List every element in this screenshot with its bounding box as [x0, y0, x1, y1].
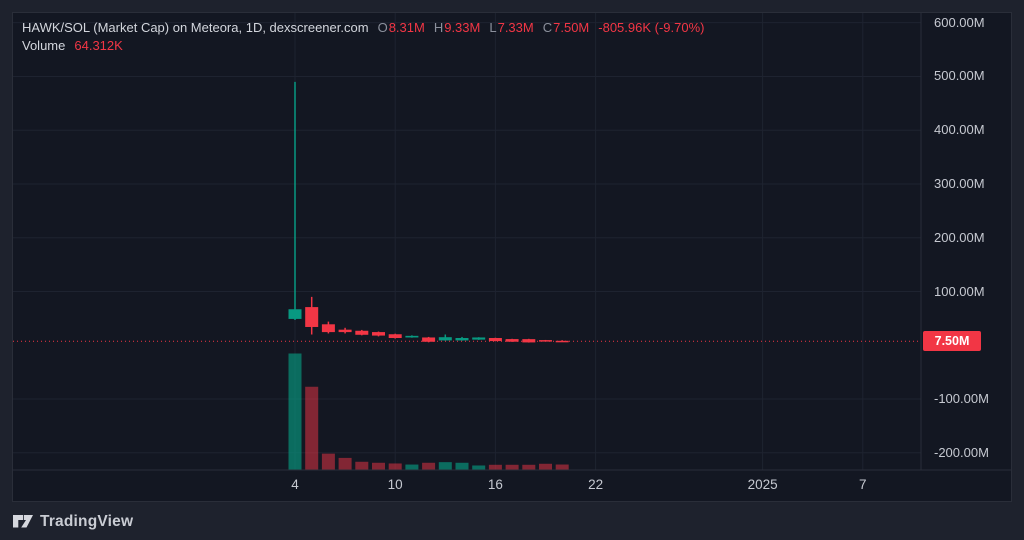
price-tick-label: 200.00M — [934, 229, 985, 245]
price-tick-label: 400.00M — [934, 122, 985, 138]
high-value: 9.33M — [444, 20, 481, 35]
volume-bar — [455, 462, 469, 470]
candle-body — [455, 338, 469, 341]
volume-bar — [539, 463, 552, 470]
legend-volume-row: Volume 64.312K — [22, 37, 705, 55]
volume-label: Volume — [22, 38, 66, 53]
low-label: L — [489, 20, 497, 35]
candle-body — [388, 334, 402, 339]
volume-bar — [422, 462, 436, 470]
tradingview-logo-icon[interactable] — [13, 514, 33, 531]
volume-bar — [472, 465, 486, 470]
candle-body — [355, 330, 369, 335]
volume-bar — [505, 464, 519, 470]
change-value: -805.96K (-9.70%) — [598, 20, 705, 35]
volume-bar — [555, 464, 569, 470]
volume-bar — [488, 464, 502, 470]
volume-bar — [305, 386, 319, 470]
candle-body — [555, 340, 569, 343]
chart-widget: HAWK/SOL (Market Cap) on Meteora, 1D, de… — [12, 12, 1012, 502]
candle-body — [522, 339, 536, 343]
candle-body — [505, 339, 519, 342]
ohlc-open: O8.31M — [378, 19, 425, 37]
symbol-title: HAWK/SOL (Market Cap) on Meteora, 1D, de… — [22, 20, 369, 35]
ohlc-high: H9.33M — [434, 19, 481, 37]
ohlc-close: C7.50M — [543, 19, 590, 37]
time-tick-label: 16 — [487, 477, 503, 492]
legend-title-row: HAWK/SOL (Market Cap) on Meteora, 1D, de… — [22, 19, 705, 37]
candle-body — [405, 335, 419, 338]
volume-value: 64.312K — [74, 38, 123, 53]
price-tick-label: 100.00M — [934, 283, 985, 299]
volume-bar — [388, 463, 402, 470]
volume-bar — [438, 462, 452, 470]
volume-bar — [338, 457, 352, 470]
price-tick-label: -100.00M — [934, 391, 989, 407]
price-tick-label: -200.00M — [934, 444, 989, 460]
volume-bar — [372, 462, 385, 470]
candle-body — [321, 324, 335, 333]
close-label: C — [542, 20, 553, 35]
time-tick-label: 2025 — [747, 477, 778, 492]
candle-body — [472, 337, 486, 340]
high-label: H — [433, 20, 444, 35]
time-tick-label: 22 — [588, 477, 604, 492]
low-value: 7.33M — [497, 20, 534, 35]
time-tick-label: 7 — [859, 477, 867, 492]
price-volume-chart[interactable] — [13, 13, 1011, 501]
price-tick-label: 600.00M — [934, 14, 985, 30]
candle-body — [488, 338, 502, 342]
price-axis[interactable]: 7.50M 600.00M 500.00M 400.00M 300.00M 200.00… — [921, 13, 1012, 470]
open-label: O — [377, 20, 388, 35]
volume-bar — [288, 353, 302, 470]
time-axis[interactable]: 4 10 16 22 2025 7 — [13, 470, 1011, 501]
close-value: 7.50M — [553, 20, 590, 35]
candle-body — [372, 332, 385, 336]
current-price-badge: 7.50M — [923, 331, 981, 352]
volume-bar — [321, 453, 335, 470]
time-tick-label: 4 — [291, 477, 299, 492]
price-tick-label: 300.00M — [934, 175, 985, 191]
candle-body — [422, 337, 436, 342]
candle-body — [338, 329, 352, 333]
candle-body — [305, 307, 319, 327]
chart-legend: HAWK/SOL (Market Cap) on Meteora, 1D, de… — [22, 19, 705, 55]
volume-bar — [405, 464, 419, 470]
ohlc-low: L7.33M — [489, 19, 533, 37]
tradingview-branding: TradingView — [13, 510, 133, 534]
price-tick-label: 500.00M — [934, 68, 985, 84]
time-tick-label: 10 — [387, 477, 403, 492]
open-value: 8.31M — [388, 20, 425, 35]
volume-bar — [355, 461, 369, 470]
tradingview-wordmark[interactable]: TradingView — [40, 513, 134, 530]
candle-body — [288, 309, 302, 319]
volume-bar — [522, 464, 536, 470]
candle-body — [438, 337, 452, 341]
